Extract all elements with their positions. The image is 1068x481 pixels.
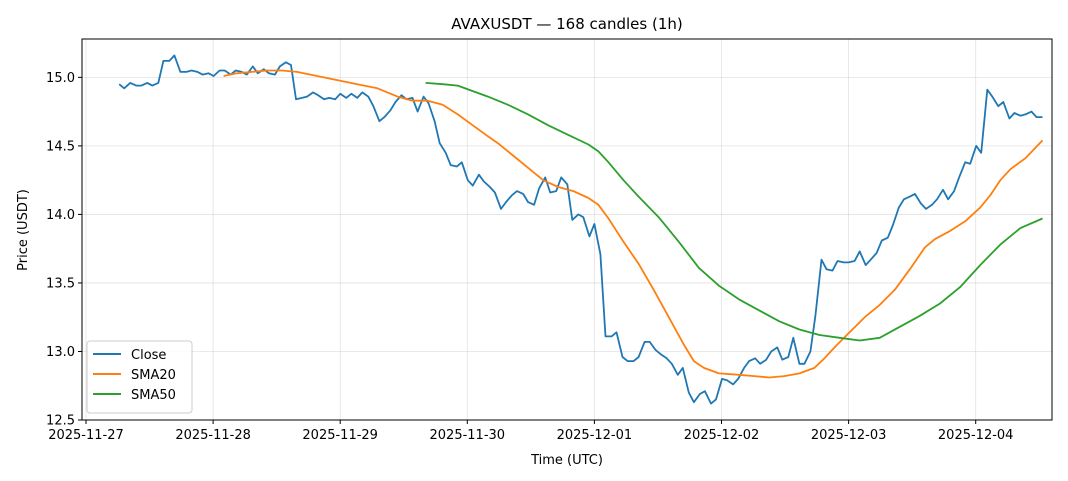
x-axis: 2025-11-27 2025-11-28 2025-11-29 2025-11-30… — [48, 420, 1013, 443]
y-tick-label: 14.5 — [46, 139, 75, 154]
legend: Close SMA20 SMA50 — [86, 340, 193, 414]
x-tick-label: 2025-12-01 — [557, 428, 633, 443]
x-tick-label: 2025-11-27 — [48, 428, 124, 443]
y-axis: 12.5 13.0 13.5 14.0 14.5 15.0 — [46, 71, 82, 429]
x-tick-label: 2025-12-02 — [684, 428, 760, 443]
series-line-close — [118, 54, 1043, 405]
plot-frame — [81, 38, 1053, 421]
series-layer — [118, 54, 1044, 405]
x-tick-label: 2025-12-04 — [938, 428, 1014, 443]
legend-label-close: Close — [131, 348, 166, 363]
y-tick-label: 13.0 — [46, 345, 75, 360]
x-tick-label: 2025-12-03 — [811, 428, 887, 443]
x-tick-label: 2025-11-28 — [175, 428, 251, 443]
y-tick-label: 14.0 — [46, 208, 75, 223]
x-axis-label: Time (UTC) — [530, 453, 603, 468]
x-tick-label: 2025-11-30 — [430, 428, 506, 443]
legend-label-sma50: SMA50 — [131, 388, 176, 403]
series-line-sma50 — [425, 82, 1043, 342]
x-tick-label: 2025-11-29 — [302, 428, 378, 443]
y-tick-label: 12.5 — [46, 414, 75, 429]
legend-label-sma20: SMA20 — [131, 368, 176, 383]
y-tick-label: 15.0 — [46, 71, 75, 86]
y-tick-label: 13.5 — [46, 276, 75, 291]
chart-title: AVAXUSDT — 168 candles (1h) — [451, 15, 683, 33]
series-line-sma20 — [223, 69, 1044, 379]
y-axis-label: Price (USDT) — [16, 189, 31, 271]
